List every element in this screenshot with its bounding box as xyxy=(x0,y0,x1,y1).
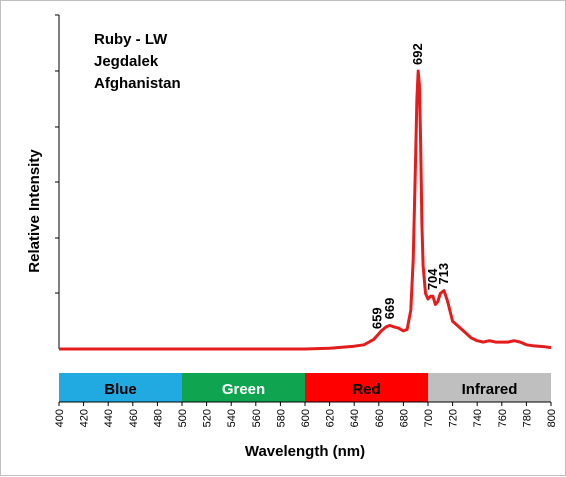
x-tick-label: 540 xyxy=(226,409,238,427)
peak-label-659: 659 xyxy=(370,307,385,329)
x-tick-label: 740 xyxy=(472,409,484,427)
band-blue xyxy=(59,373,182,402)
plot-area xyxy=(59,69,552,351)
band-red xyxy=(305,373,428,402)
info-line: Ruby - LW xyxy=(94,31,168,48)
spectrum-line xyxy=(59,69,552,351)
x-tick-label: 660 xyxy=(374,409,386,427)
band-label-infrared: Infrared xyxy=(462,381,518,398)
y-axis-title: Relative Intensity xyxy=(26,149,43,273)
x-tick-label: 780 xyxy=(521,409,533,427)
band-label-green: Green xyxy=(222,381,265,398)
x-tick-label: 440 xyxy=(103,409,115,427)
x-tick-label: 420 xyxy=(79,409,91,427)
x-tick-label: 480 xyxy=(152,409,164,427)
x-tick-label: 760 xyxy=(497,409,509,427)
peak-label-669: 669 xyxy=(382,298,397,320)
band-infrared xyxy=(428,373,551,402)
peak-label-713: 713 xyxy=(436,263,451,285)
x-tick-label: 580 xyxy=(275,409,287,427)
x-tick-label: 700 xyxy=(423,409,435,427)
x-tick-label: 600 xyxy=(300,409,312,427)
x-tick-label: 680 xyxy=(398,409,410,427)
y-axis xyxy=(55,14,60,349)
x-axis-title: Wavelength (nm) xyxy=(245,443,365,460)
x-tick-label: 640 xyxy=(349,409,361,427)
info-line: Afghanistan xyxy=(94,75,181,92)
band-label-blue: Blue xyxy=(104,381,137,398)
x-tick-label: 460 xyxy=(128,409,140,427)
peak-label-692: 692 xyxy=(410,43,425,65)
x-tick-label: 720 xyxy=(448,409,460,427)
x-tick-label: 800 xyxy=(546,409,558,427)
x-tick-label: 400 xyxy=(54,409,66,427)
x-tick-label: 520 xyxy=(202,409,214,427)
x-tick-label: 620 xyxy=(325,409,337,427)
x-tick-label: 500 xyxy=(177,409,189,427)
peak-label-704: 704 xyxy=(425,268,440,290)
band-green xyxy=(182,373,305,402)
sample-info: Ruby - LW Jegdalek Afghanistan xyxy=(94,31,181,92)
x-axis: 400 420 440 460 480 500 520 540 560 580 600 620 640 6… xyxy=(54,401,558,427)
x-tick-label: 560 xyxy=(251,409,263,427)
info-line: Jegdalek xyxy=(94,53,159,70)
band-label-red: Red xyxy=(352,381,380,398)
color-bands: Blue Green Red Infrared xyxy=(59,373,551,402)
